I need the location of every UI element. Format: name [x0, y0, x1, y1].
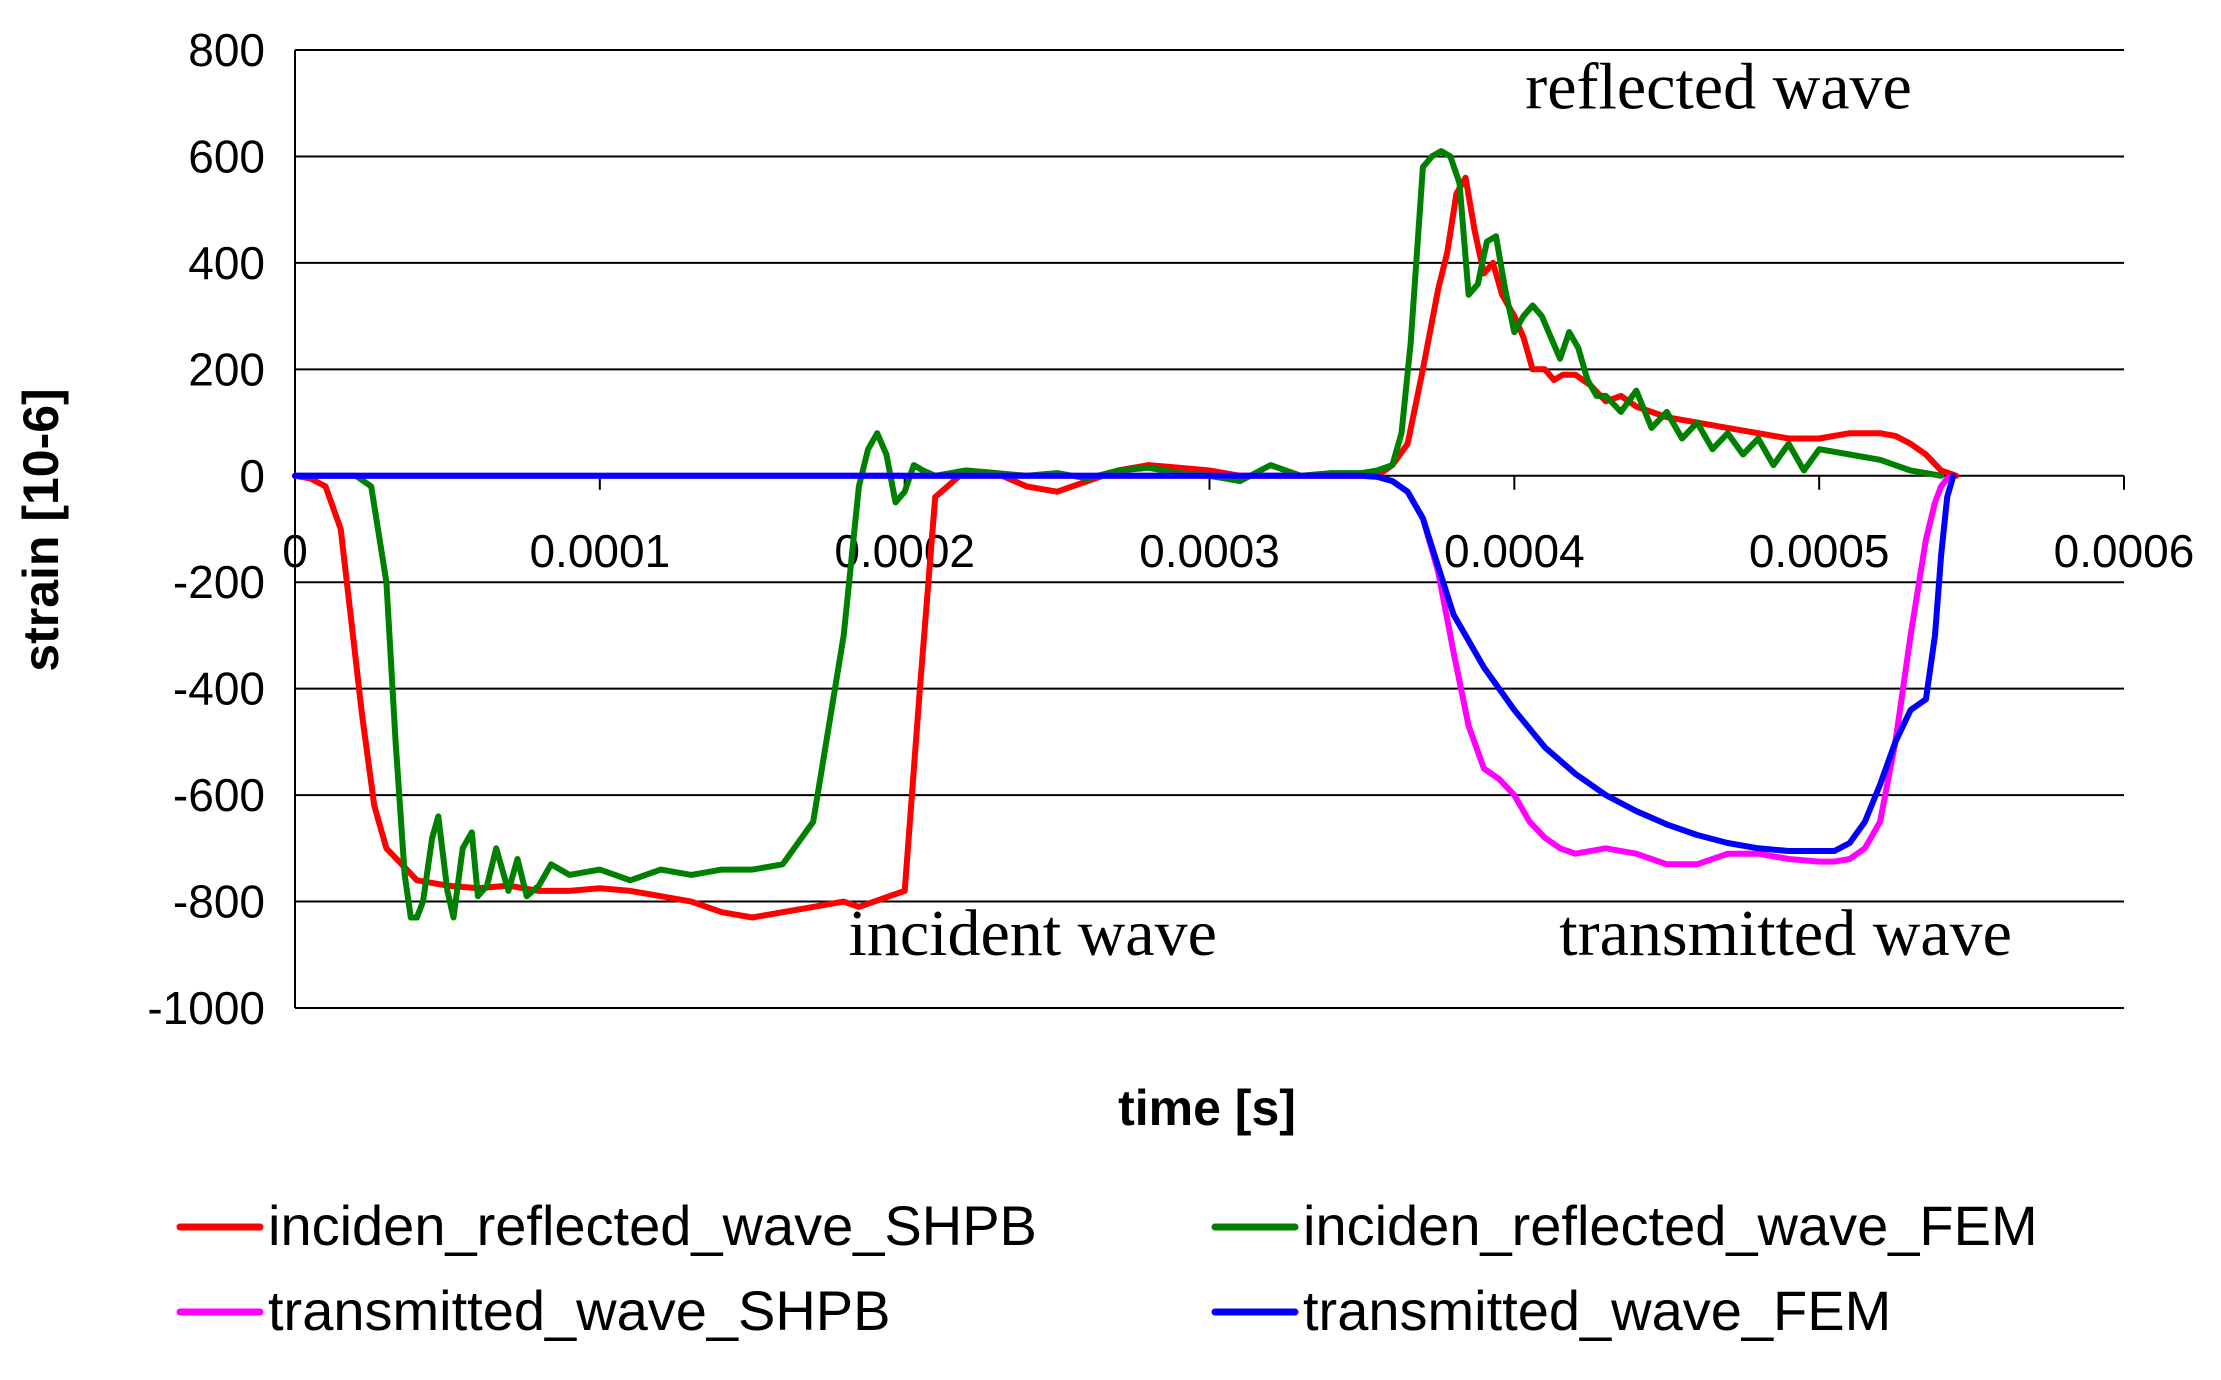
annotation-0: reflected wave — [1525, 51, 1912, 124]
series-line-transmitted_wave_FEM — [292, 472, 1957, 854]
legend: inciden_reflected_wave_SHPB inciden_refle… — [176, 1194, 2038, 1342]
annotation-2: transmitted wave — [1559, 897, 2012, 970]
y-tick-label: 600 — [188, 130, 265, 182]
legend-label: transmitted_wave_FEM — [1303, 1279, 1891, 1342]
x-tick-label: 0.0002 — [834, 525, 975, 577]
legend-label: inciden_reflected_wave_FEM — [1303, 1194, 2038, 1257]
legend-label: transmitted_wave_SHPB — [268, 1279, 891, 1342]
x-tick-label: 0.0004 — [1444, 525, 1585, 577]
x-tick-label: 0.0001 — [529, 525, 670, 577]
y-tick-label: -400 — [173, 663, 265, 715]
y-tick-label: 400 — [188, 237, 265, 289]
y-tick-label: -800 — [173, 876, 265, 928]
y-tick-label: -200 — [173, 556, 265, 608]
x-tick-labels: 0 0.0001 0.0002 0.0003 0.0004 0.0005 0.0006 — [282, 475, 2195, 577]
y-tick-label: 800 — [188, 24, 265, 76]
y-axis-title: strain [10-6] — [13, 388, 69, 671]
legend-label: inciden_reflected_wave_SHPB — [268, 1194, 1037, 1257]
y-tick-label: -600 — [173, 769, 265, 821]
y-tick-label: 0 — [239, 450, 265, 502]
annotations: reflected wave incident wave transmitted w… — [849, 51, 2012, 970]
y-tick-label: 200 — [188, 343, 265, 395]
y-tick-labels: 800 600 400 200 0 -200 -400 -600 -800 -1000 — [147, 24, 265, 1034]
annotation-1: incident wave — [849, 897, 1217, 970]
x-axis-title: time [s] — [1118, 1080, 1296, 1136]
x-tick-label: 0.0003 — [1139, 525, 1280, 577]
x-tick-label: 0 — [282, 525, 308, 577]
series-lines — [292, 148, 1960, 921]
y-tick-label: -1000 — [147, 982, 265, 1034]
x-tick-label: 0.0006 — [2054, 525, 2195, 577]
x-tick-label: 0.0005 — [1749, 525, 1890, 577]
